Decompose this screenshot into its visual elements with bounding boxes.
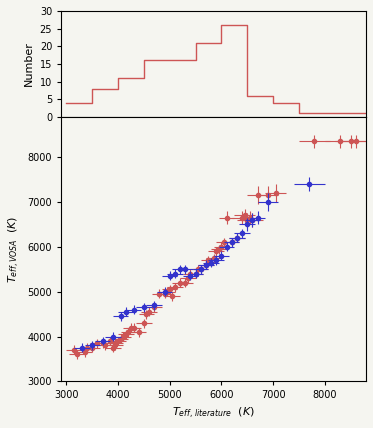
Y-axis label: Number: Number: [24, 42, 34, 86]
X-axis label: $T_{eff,\,literature}$  $(K)$: $T_{eff,\,literature}$ $(K)$: [172, 406, 255, 421]
Y-axis label: $T_{eff,VOSA}$  $(K)$: $T_{eff,VOSA}$ $(K)$: [7, 215, 22, 283]
